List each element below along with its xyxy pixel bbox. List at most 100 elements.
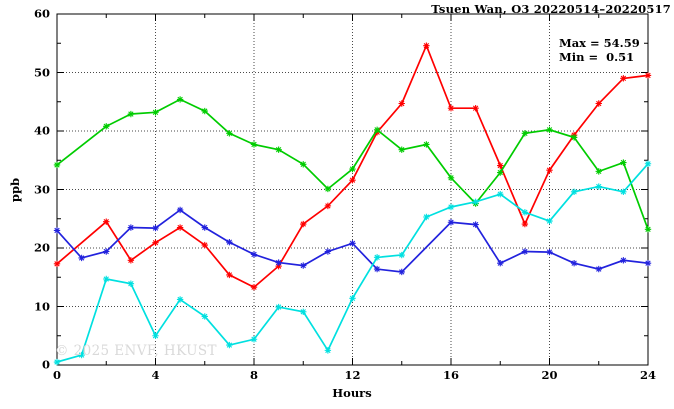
y-tick-label: 60 [33,6,50,21]
data-point-marker-green [152,109,159,116]
data-point-marker-cyan [275,303,282,311]
data-point-marker-green [521,130,529,137]
data-point-marker-red [546,166,553,174]
data-point-marker-blue [300,262,307,269]
data-point-marker-green [250,141,258,148]
data-point-marker-cyan [373,254,381,261]
data-point-marker-green [595,168,602,175]
y-tick-label: 30 [33,182,50,196]
data-point-marker-cyan [349,295,356,302]
watermark-text: © 2025 ENVF, HKUST [55,343,217,359]
data-point-marker-blue [373,265,381,273]
series-line-green [56,98,649,230]
y-tick-label: 50 [33,65,50,79]
x-tick-label: 4 [151,368,160,382]
data-point-marker-red [423,42,430,49]
data-point-marker-red [127,257,135,264]
data-point-marker-green [103,123,110,130]
data-point-marker-green [201,107,208,115]
data-point-marker-green [644,226,652,233]
data-point-marker-blue [570,260,578,267]
data-point-marker-cyan [152,332,159,339]
data-point-marker-green [546,126,553,134]
data-point-marker-cyan [570,188,578,196]
data-point-marker-blue [152,224,159,232]
data-point-marker-red [398,100,405,107]
data-point-marker-blue [324,248,332,255]
data-point-marker-red [226,271,233,279]
data-point-marker-green [275,146,282,153]
series-line-red [56,43,649,289]
data-point-marker-cyan [447,203,455,211]
data-point-marker-red [176,224,184,231]
data-point-marker-red [521,220,529,228]
data-point-marker-cyan [472,198,479,205]
data-point-marker-green [620,159,627,166]
data-point-marker-green [176,96,184,103]
data-point-marker-cyan [78,351,85,359]
y-axis-label: ppb [8,177,22,203]
data-point-marker-cyan [103,275,110,283]
data-point-marker-cyan [521,209,529,216]
data-point-marker-blue [497,260,504,267]
series-line-blue [56,208,649,273]
data-point-marker-red [275,262,282,270]
legend-min-line: Min = 0.51 [559,50,635,64]
plot-border [56,13,649,366]
data-point-marker-red [644,72,652,79]
chart-title: Tsuen Wan, O3 20220514–20220517 [431,2,671,16]
data-point-marker-red [152,239,159,246]
x-axis-label: Hours [332,386,372,400]
data-point-marker-blue [226,238,233,246]
data-point-marker-cyan [226,341,233,349]
data-point-marker-red [324,202,332,210]
data-point-marker-green [497,169,504,176]
legend-max-min: Max = 54.59 Min = 0.51 [559,36,640,64]
data-point-marker-red [447,104,455,112]
data-point-marker-cyan [324,347,332,354]
data-point-marker-cyan [398,251,405,259]
data-point-marker-red [250,283,258,291]
legend-max-line: Max = 54.59 [559,36,640,50]
data-point-marker-cyan [595,183,602,190]
data-point-marker-green [570,134,578,141]
data-point-marker-green [373,126,381,134]
data-point-marker-red [300,220,307,228]
data-point-marker-cyan [644,160,652,167]
y-tick-label: 40 [33,123,50,138]
data-point-marker-red [53,260,61,267]
x-tick-label: 0 [52,368,62,382]
data-point-marker-blue [250,251,258,258]
data-point-marker-blue [620,257,627,264]
data-point-marker-blue [447,219,455,226]
data-point-marker-green [226,130,233,137]
x-tick-label: 24 [639,368,657,382]
data-point-marker-green [398,146,405,153]
x-tick-label: 16 [442,368,460,382]
data-point-marker-blue [521,248,529,255]
data-point-marker-cyan [300,308,307,315]
data-point-marker-blue [201,224,208,231]
y-tick-label: 0 [41,357,50,372]
data-point-marker-blue [546,248,553,256]
data-point-marker-blue [644,260,652,267]
data-point-marker-cyan [620,188,627,196]
data-point-marker-cyan [546,217,553,225]
data-point-marker-red [620,75,627,82]
data-point-marker-blue [472,221,479,228]
data-point-marker-green [423,141,430,148]
data-point-marker-red [349,176,356,184]
data-point-marker-blue [103,248,110,255]
data-point-marker-blue [127,224,135,231]
x-tick-label: 20 [541,368,558,382]
data-point-marker-cyan [423,213,430,221]
data-point-marker-green [300,161,307,168]
y-tick-label: 10 [33,299,50,313]
data-point-marker-blue [78,254,85,262]
data-point-marker-blue [176,206,184,214]
x-tick-label: 12 [344,368,361,382]
data-point-marker-cyan [53,358,61,366]
data-point-marker-green [349,165,356,173]
